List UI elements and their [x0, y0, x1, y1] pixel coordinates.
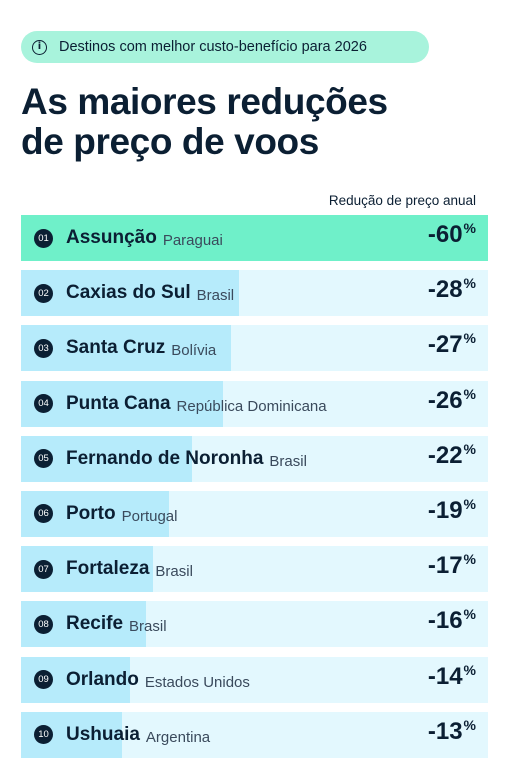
- country-label: Portugal: [121, 507, 178, 525]
- chart-bar: [21, 380, 224, 427]
- country-label: Paraguai: [162, 232, 223, 249]
- rank-badge: 07: [34, 559, 53, 579]
- country-label: Argentina: [145, 728, 211, 746]
- chart-row: 09 Orlando Estados Unidos -14%: [21, 656, 488, 703]
- rank-badge: 02: [34, 283, 53, 303]
- country-label: Brasil: [155, 563, 193, 581]
- city-label: Punta Cana: [66, 392, 171, 414]
- rank-badge: 10: [34, 725, 53, 745]
- value-unit: %: [463, 716, 476, 733]
- page-title: As maiores reduções de preço de voos: [21, 82, 491, 162]
- value-number: -28: [427, 276, 463, 304]
- country-label: República Dominicana: [176, 397, 327, 415]
- value-unit: %: [463, 220, 476, 236]
- city-label: Caxias do Sul: [66, 282, 191, 304]
- ranking-chart: 01 Assunção Paraguai -60% 02 Caxias do Sul Bra…: [21, 215, 488, 767]
- country-label: Estados Unidos: [144, 673, 250, 691]
- title-line-2: de preço de voos: [21, 121, 319, 162]
- city-label: Orlando: [66, 668, 139, 690]
- value-number: -17: [427, 552, 463, 580]
- title-line-1: As maiores reduções: [21, 81, 388, 122]
- chart-row: 07 Fortaleza Brasil -17%: [21, 546, 488, 593]
- rank-badge: 08: [34, 614, 53, 634]
- value-label: -14%: [427, 661, 476, 691]
- rank-badge: 01: [34, 228, 53, 248]
- country-label: Brasil: [196, 287, 235, 305]
- value-label: -26%: [427, 385, 476, 415]
- city-label: Assunção: [66, 227, 157, 248]
- city-label: Fernando de Noronha: [66, 447, 264, 469]
- rank-badge: 05: [34, 449, 53, 469]
- value-label: -27%: [427, 330, 476, 359]
- chart-row: 10 Ushuaia Argentina -13%: [21, 711, 488, 758]
- rank-badge: 04: [34, 394, 53, 414]
- country-label: Bolívia: [171, 342, 217, 360]
- chart-row: 04 Punta Cana República Dominicana -26%: [21, 380, 488, 427]
- city-label: Ushuaia: [66, 723, 140, 745]
- chart-row: 06 Porto Portugal -19%: [21, 490, 488, 537]
- value-unit: %: [463, 606, 476, 623]
- city-label: Fortaleza: [66, 558, 150, 580]
- value-label: -16%: [427, 606, 476, 635]
- city-label: Recife: [66, 613, 124, 635]
- value-unit: %: [463, 495, 476, 512]
- city-label: Santa Cruz: [66, 337, 166, 359]
- value-number: -60: [427, 221, 463, 248]
- chart-row: 03 Santa Cruz Bolívia -27%: [21, 325, 488, 372]
- value-unit: %: [463, 275, 476, 292]
- value-label: -17%: [427, 551, 476, 580]
- value-label: -19%: [427, 495, 476, 525]
- value-number: -14: [427, 662, 463, 690]
- chart-bar: [21, 325, 232, 372]
- value-unit: %: [463, 385, 476, 402]
- value-label: -28%: [427, 275, 476, 304]
- rank-badge: 06: [34, 504, 53, 524]
- value-unit: %: [463, 551, 476, 568]
- value-number: -19: [427, 496, 463, 524]
- city-label: Porto: [66, 502, 116, 524]
- country-label: Brasil: [129, 618, 167, 636]
- value-label: -13%: [427, 716, 476, 746]
- chart-row: 08 Recife Brasil -16%: [21, 601, 488, 648]
- value-unit: %: [463, 440, 476, 457]
- chart-bar: [21, 215, 488, 261]
- value-label: -60%: [427, 220, 476, 249]
- value-unit: %: [463, 330, 476, 347]
- chart-row: 02 Caxias do Sul Brasil -28%: [21, 270, 488, 317]
- value-number: -13: [427, 717, 463, 745]
- subtitle-badge: i Destinos com melhor custo-benefício pa…: [21, 31, 429, 63]
- value-number: -27: [427, 331, 463, 359]
- country-label: Brasil: [269, 452, 307, 470]
- chart-row: 01 Assunção Paraguai -60%: [21, 215, 488, 261]
- chart-row: 05 Fernando de Noronha Brasil -22%: [21, 435, 488, 482]
- value-label: -22%: [427, 440, 476, 470]
- value-unit: %: [463, 661, 476, 678]
- column-label: Redução de preço anual: [328, 193, 476, 208]
- badge-text: Destinos com melhor custo-benefício para…: [59, 39, 367, 55]
- info-icon: i: [32, 39, 47, 55]
- value-number: -26: [427, 386, 463, 414]
- value-number: -22: [427, 441, 463, 469]
- rank-badge: 09: [34, 670, 53, 689]
- rank-badge: 03: [34, 338, 53, 358]
- value-number: -16: [427, 607, 463, 635]
- chart-bar: [21, 270, 239, 317]
